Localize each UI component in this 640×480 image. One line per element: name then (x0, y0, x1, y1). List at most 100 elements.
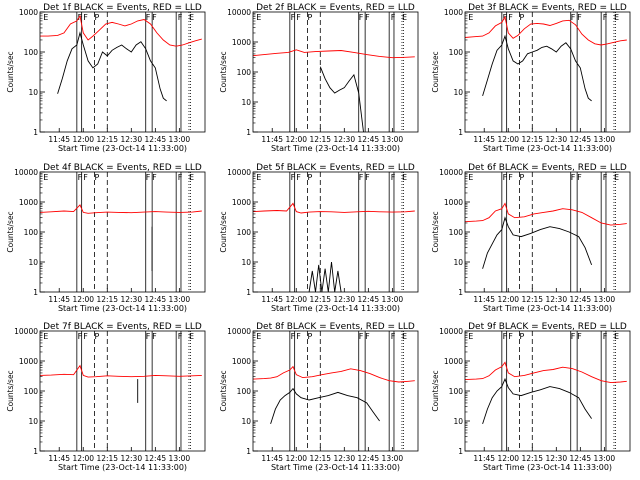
x-tick-label: 12:45 (570, 295, 592, 304)
y-tick-label: 1000 (232, 38, 251, 47)
y-axis-label: Counts/sec (6, 211, 15, 252)
x-tick-label: 12:15 (96, 454, 118, 463)
x-tick-label: 13:00 (382, 454, 404, 463)
flag-letter: E (189, 13, 194, 22)
x-tick-label: 12:30 (120, 295, 142, 304)
x-tick-label: 13:00 (382, 295, 404, 304)
x-axis-label: Start Time (23-Oct-14 11:33:00) (58, 304, 187, 313)
y-axis-label: Counts/sec (431, 211, 440, 252)
flag-letter: P (307, 13, 312, 22)
x-tick-label: 12:30 (545, 135, 567, 144)
y-tick-label: 1 (458, 288, 463, 297)
series-lld-line (39, 364, 202, 378)
x-tick-label: 12:45 (145, 454, 167, 463)
flag-letter: F (577, 332, 582, 341)
series-events-line (482, 34, 592, 102)
chart-title: Det 2f BLACK = Events, RED = LLD (256, 3, 415, 13)
series-lld-line (464, 202, 627, 226)
flag-letter: E (256, 13, 261, 22)
y-tick-label: 10 (28, 417, 38, 426)
flag-letter: F (178, 332, 183, 341)
y-tick-label: 10 (453, 258, 463, 267)
flag-letter: F (78, 332, 83, 341)
y-tick-label: 1000 (19, 198, 38, 207)
series-lld-line (464, 15, 627, 46)
x-tick-label: 13:00 (594, 454, 616, 463)
flag-letter: E (402, 13, 407, 22)
y-axis-label: Counts/sec (431, 370, 440, 411)
series-events-line (270, 387, 380, 425)
y-tick-label: 1 (246, 288, 251, 297)
flag-letter: F (83, 332, 88, 341)
y-tick-label: 1000 (232, 357, 251, 366)
y-tick-label: 1000 (19, 357, 38, 366)
x-tick-label: 12:00 (497, 295, 519, 304)
flag-letter: E (43, 332, 48, 341)
x-tick-label: 12:45 (358, 135, 380, 144)
flag-letter: P (94, 332, 99, 341)
flag-letter: F (83, 13, 88, 22)
flag-letter: F (359, 13, 364, 22)
series-events-line (482, 216, 593, 269)
y-tick-label: 1000 (232, 198, 251, 207)
flag-letter: F (503, 332, 508, 341)
y-tick-label: 10 (453, 88, 463, 97)
flag-letter: F (359, 173, 364, 182)
y-tick-label: 10 (28, 88, 38, 97)
flag-letter: F (178, 173, 183, 182)
x-axis-label: Start Time (23-Oct-14 11:33:00) (483, 304, 612, 313)
x-tick-label: 13:00 (169, 295, 191, 304)
x-axis-label: Start Time (23-Oct-14 11:33:00) (271, 463, 400, 472)
x-tick-label: 12:15 (521, 454, 543, 463)
x-tick-label: 11:45 (261, 135, 283, 144)
flag-letter: F (365, 332, 370, 341)
flag-letter: F (359, 332, 364, 341)
flag-letter: F (603, 13, 608, 22)
x-axis-label: Start Time (23-Oct-14 11:33:00) (58, 144, 187, 153)
flag-letter: F (571, 173, 576, 182)
x-tick-label: 12:00 (72, 454, 94, 463)
flag-letter: F (296, 173, 301, 182)
flag-letter: E (43, 173, 48, 182)
series-lld-line (40, 14, 202, 47)
y-axis-label: Counts/sec (6, 370, 15, 411)
y-tick-label: 100 (24, 228, 39, 237)
y-tick-label: 1 (33, 128, 38, 137)
x-tick-label: 12:30 (545, 295, 567, 304)
x-axis-label: Start Time (23-Oct-14 11:33:00) (271, 304, 400, 313)
flag-letter: P (307, 173, 312, 182)
y-tick-label: 10 (241, 417, 251, 426)
flag-letter: F (391, 332, 396, 341)
plot-frame (39, 11, 206, 133)
flag-letter: F (291, 173, 296, 182)
x-tick-label: 12:45 (145, 135, 167, 144)
x-tick-label: 12:00 (285, 295, 307, 304)
flag-letter: F (83, 173, 88, 182)
x-tick-label: 12:30 (545, 454, 567, 463)
x-tick-label: 12:15 (309, 135, 331, 144)
chart-title: Det 1f BLACK = Events, RED = LLD (43, 3, 202, 13)
y-tick-label: 1 (33, 288, 38, 297)
x-tick-label: 12:30 (333, 295, 355, 304)
x-tick-label: 11:45 (261, 295, 283, 304)
x-tick-label: 11:45 (261, 454, 283, 463)
y-tick-label: 100 (24, 48, 39, 57)
flag-letter: E (189, 173, 194, 182)
flag-letter: P (519, 13, 524, 22)
y-tick-label: 1 (458, 447, 463, 456)
flag-letter: F (178, 13, 183, 22)
series-events-line (319, 66, 364, 133)
y-tick-label: 10 (28, 258, 38, 267)
flag-letter: F (603, 173, 608, 182)
y-tick-label: 10 (241, 98, 251, 107)
series-lld-line (252, 365, 415, 383)
y-tick-label: 1000 (19, 8, 38, 17)
y-tick-label: 10000 (227, 168, 251, 177)
